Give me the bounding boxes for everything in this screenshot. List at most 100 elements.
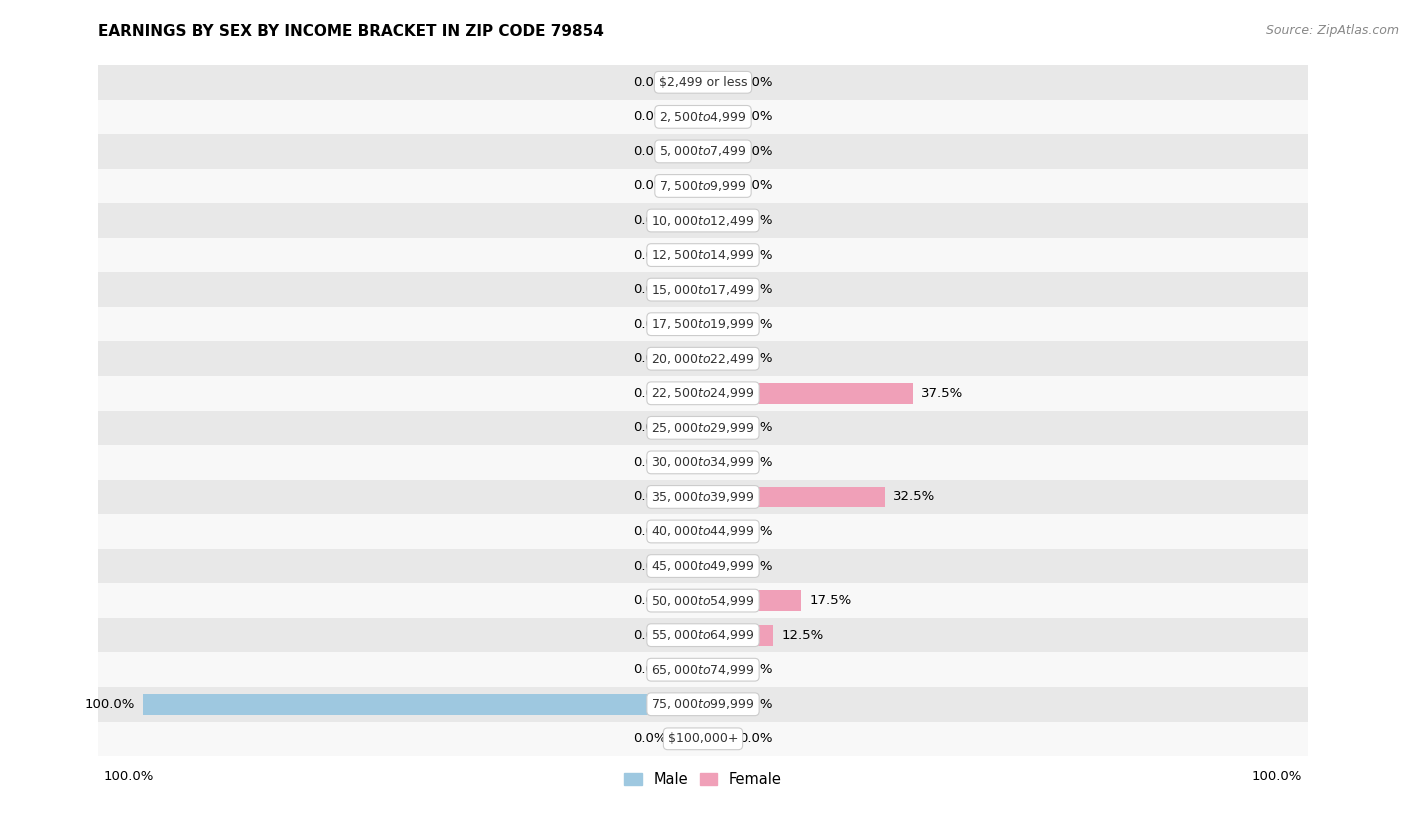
Text: 0.0%: 0.0% — [633, 76, 666, 89]
Bar — [675, 383, 703, 404]
Bar — [98, 169, 1308, 203]
Bar — [703, 624, 731, 646]
Bar — [675, 521, 703, 541]
Bar — [675, 418, 703, 438]
Bar — [703, 693, 731, 715]
Text: 0.0%: 0.0% — [740, 698, 773, 711]
Bar — [675, 245, 703, 265]
Bar — [675, 72, 703, 93]
Text: 37.5%: 37.5% — [921, 387, 963, 400]
Bar — [98, 446, 1308, 480]
Text: 0.0%: 0.0% — [633, 733, 666, 746]
Text: $22,500 to $24,999: $22,500 to $24,999 — [651, 386, 755, 400]
Text: $55,000 to $64,999: $55,000 to $64,999 — [651, 628, 755, 642]
Text: EARNINGS BY SEX BY INCOME BRACKET IN ZIP CODE 79854: EARNINGS BY SEX BY INCOME BRACKET IN ZIP… — [98, 24, 605, 39]
Bar — [98, 480, 1308, 515]
Bar — [98, 341, 1308, 376]
Bar — [703, 314, 731, 335]
Bar — [98, 100, 1308, 134]
Text: 0.0%: 0.0% — [740, 283, 773, 296]
Bar — [703, 624, 773, 646]
Bar — [703, 383, 912, 404]
Bar — [98, 652, 1308, 687]
Text: 0.0%: 0.0% — [740, 352, 773, 365]
Bar — [703, 176, 731, 197]
Text: $65,000 to $74,999: $65,000 to $74,999 — [651, 663, 755, 676]
Text: $100,000+: $100,000+ — [668, 733, 738, 746]
Text: 0.0%: 0.0% — [740, 76, 773, 89]
Text: 0.0%: 0.0% — [740, 421, 773, 434]
Bar — [703, 211, 731, 231]
Text: 0.0%: 0.0% — [740, 145, 773, 158]
Legend: Male, Female: Male, Female — [624, 772, 782, 787]
Bar — [98, 376, 1308, 411]
Text: 12.5%: 12.5% — [782, 628, 824, 641]
Text: 100.0%: 100.0% — [84, 698, 135, 711]
Bar — [703, 280, 731, 300]
Text: 0.0%: 0.0% — [740, 525, 773, 538]
Text: 0.0%: 0.0% — [633, 111, 666, 124]
Text: 32.5%: 32.5% — [893, 490, 935, 503]
Text: $7,500 to $9,999: $7,500 to $9,999 — [659, 179, 747, 193]
Bar — [675, 141, 703, 162]
Text: 0.0%: 0.0% — [740, 214, 773, 227]
Bar — [675, 349, 703, 369]
Bar — [703, 521, 731, 541]
Text: $35,000 to $39,999: $35,000 to $39,999 — [651, 490, 755, 504]
Bar — [98, 618, 1308, 652]
Text: 0.0%: 0.0% — [740, 733, 773, 746]
Text: 0.0%: 0.0% — [633, 559, 666, 572]
Bar — [675, 624, 703, 646]
Bar — [98, 238, 1308, 272]
Bar — [703, 245, 731, 265]
Bar — [703, 556, 731, 576]
Text: 0.0%: 0.0% — [633, 145, 666, 158]
Text: 0.0%: 0.0% — [740, 249, 773, 262]
Bar — [675, 590, 703, 611]
Text: 0.0%: 0.0% — [740, 559, 773, 572]
Text: $75,000 to $99,999: $75,000 to $99,999 — [651, 698, 755, 711]
Text: 0.0%: 0.0% — [633, 214, 666, 227]
Text: 0.0%: 0.0% — [740, 180, 773, 193]
Bar — [143, 693, 703, 715]
Bar — [703, 590, 801, 611]
Bar — [98, 203, 1308, 238]
Bar — [703, 728, 731, 750]
Text: $5,000 to $7,499: $5,000 to $7,499 — [659, 145, 747, 159]
Text: $25,000 to $29,999: $25,000 to $29,999 — [651, 421, 755, 435]
Bar — [703, 452, 731, 473]
Text: 0.0%: 0.0% — [740, 111, 773, 124]
Text: 0.0%: 0.0% — [740, 318, 773, 331]
Text: $12,500 to $14,999: $12,500 to $14,999 — [651, 248, 755, 262]
Bar — [703, 486, 731, 507]
Text: $2,499 or less: $2,499 or less — [659, 76, 747, 89]
Bar — [675, 176, 703, 197]
Text: 0.0%: 0.0% — [633, 421, 666, 434]
Text: $17,500 to $19,999: $17,500 to $19,999 — [651, 317, 755, 331]
Text: $20,000 to $22,499: $20,000 to $22,499 — [651, 352, 755, 366]
Text: $30,000 to $34,999: $30,000 to $34,999 — [651, 455, 755, 469]
Bar — [98, 722, 1308, 756]
Text: 0.0%: 0.0% — [633, 352, 666, 365]
Bar — [675, 452, 703, 473]
Bar — [675, 728, 703, 750]
Text: $45,000 to $49,999: $45,000 to $49,999 — [651, 559, 755, 573]
Text: $15,000 to $17,499: $15,000 to $17,499 — [651, 283, 755, 297]
Text: 17.5%: 17.5% — [810, 594, 852, 607]
Text: 0.0%: 0.0% — [740, 456, 773, 469]
Text: 0.0%: 0.0% — [633, 318, 666, 331]
Text: 100.0%: 100.0% — [104, 770, 155, 783]
Bar — [703, 418, 731, 438]
Bar — [675, 486, 703, 507]
Text: 0.0%: 0.0% — [633, 456, 666, 469]
Bar — [98, 134, 1308, 169]
Text: $2,500 to $4,999: $2,500 to $4,999 — [659, 110, 747, 124]
Text: 0.0%: 0.0% — [633, 249, 666, 262]
Text: 0.0%: 0.0% — [633, 663, 666, 676]
Bar — [98, 549, 1308, 584]
Bar — [675, 556, 703, 576]
Text: 0.0%: 0.0% — [740, 663, 773, 676]
Bar — [703, 590, 731, 611]
Bar — [675, 211, 703, 231]
Bar — [703, 383, 731, 404]
